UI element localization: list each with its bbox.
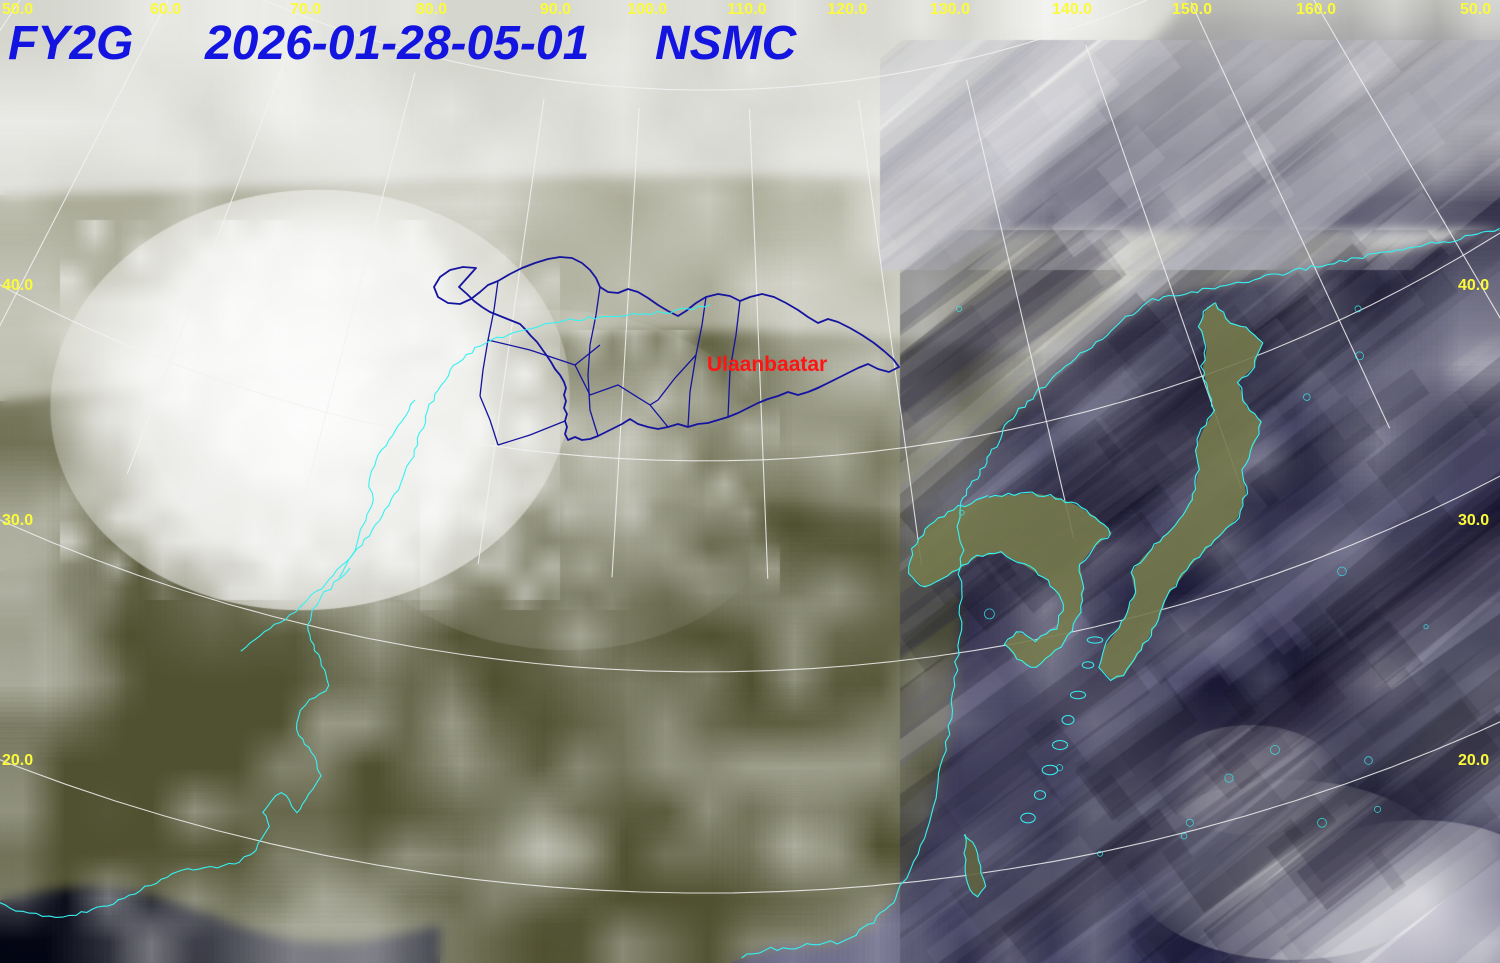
- svg-text:50.0: 50.0: [1460, 1, 1491, 18]
- svg-text:30.0: 30.0: [1458, 512, 1489, 529]
- svg-text:20.0: 20.0: [1458, 752, 1489, 769]
- svg-text:Ulaanbaatar: Ulaanbaatar: [707, 353, 827, 376]
- svg-text:120.0: 120.0: [827, 1, 867, 18]
- svg-text:50.0: 50.0: [2, 1, 33, 18]
- svg-text:80.0: 80.0: [416, 1, 447, 18]
- svg-text:100.0: 100.0: [627, 1, 667, 18]
- svg-text:60.0: 60.0: [150, 1, 181, 18]
- svg-text:150.0: 150.0: [1172, 1, 1212, 18]
- svg-text:40.0: 40.0: [2, 277, 33, 294]
- svg-text:160.0: 160.0: [1296, 1, 1336, 18]
- svg-text:90.0: 90.0: [540, 1, 571, 18]
- svg-text:20.0: 20.0: [2, 752, 33, 769]
- svg-text:110.0: 110.0: [727, 1, 766, 18]
- svg-text:140.0: 140.0: [1052, 1, 1092, 18]
- svg-text:130.0: 130.0: [930, 1, 970, 18]
- svg-text:40.0: 40.0: [1458, 277, 1489, 294]
- svg-text:30.0: 30.0: [2, 512, 33, 529]
- svg-text:70.0: 70.0: [290, 1, 321, 18]
